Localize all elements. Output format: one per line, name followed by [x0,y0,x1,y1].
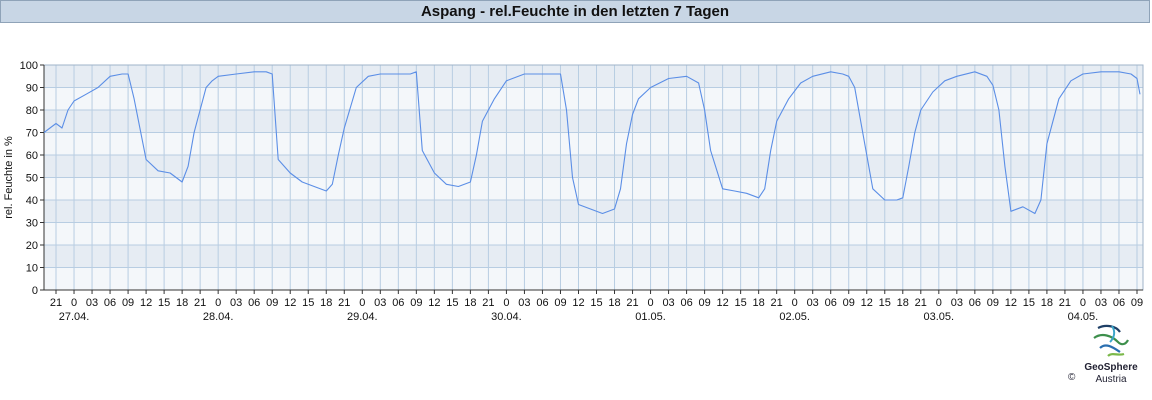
x-tick-label: 0 [647,297,653,309]
y-tick-label: 20 [26,240,38,252]
y-tick-label: 40 [26,195,38,207]
x-tick-label: 15 [735,297,747,309]
x-tick-label: 15 [446,297,458,309]
x-tick-label: 03 [1095,297,1107,309]
x-tick-label: 06 [825,297,837,309]
x-tick-label: 21 [50,297,62,309]
x-tick-label: 21 [1059,297,1071,309]
x-tick-label: 03 [807,297,819,309]
y-tick-label: 100 [20,60,38,72]
x-tick-label: 18 [320,297,332,309]
band-30 [44,200,1143,223]
y-tick-label: 80 [26,105,38,117]
x-tick-label: 18 [608,297,620,309]
band-40 [44,177,1143,200]
band-0 [44,267,1143,290]
x-tick-label: 03 [951,297,963,309]
x-tick-label: 09 [122,297,134,309]
x-tick-label: 06 [536,297,548,309]
y-axis-label: rel. Feuchte in % [3,136,15,219]
y-tick-label: 10 [26,263,38,275]
x-date-label: 28.04. [203,311,234,323]
x-date-label: 03.05. [924,311,955,323]
logo-name: GeoSphere [1084,362,1138,373]
x-tick-label: 21 [771,297,783,309]
x-tick-label: 21 [194,297,206,309]
geosphere-logo: GeoSphere Austria [1076,322,1146,388]
band-20 [44,222,1143,245]
x-tick-label: 18 [1041,297,1053,309]
x-tick-label: 03 [230,297,242,309]
x-date-label: 04.05. [1068,311,1099,323]
x-tick-label: 06 [969,297,981,309]
y-tick-label: 0 [32,285,38,297]
x-tick-label: 06 [680,297,692,309]
x-tick-label: 15 [590,297,602,309]
x-tick-label: 03 [518,297,530,309]
x-tick-label: 0 [359,297,365,309]
x-tick-label: 18 [897,297,909,309]
x-tick-label: 15 [879,297,891,309]
x-tick-label: 09 [554,297,566,309]
x-tick-label: 0 [1080,297,1086,309]
x-tick-label: 0 [792,297,798,309]
band-80 [44,87,1143,110]
y-tick-label: 50 [26,173,38,185]
x-tick-label: 09 [410,297,422,309]
band-50 [44,155,1143,178]
x-tick-label: 15 [158,297,170,309]
x-tick-label: 09 [698,297,710,309]
x-tick-label: 21 [338,297,350,309]
x-tick-label: 12 [284,297,296,309]
x-tick-label: 0 [936,297,942,309]
x-tick-label: 18 [176,297,188,309]
x-tick-label: 12 [716,297,728,309]
x-tick-label: 15 [1023,297,1035,309]
x-tick-label: 21 [915,297,927,309]
x-tick-label: 12 [572,297,584,309]
series-line-0 [43,71,1141,215]
x-tick-label: 0 [503,297,509,309]
copyright-symbol: © [1068,372,1076,383]
x-tick-label: 0 [215,297,221,309]
band-70 [44,110,1143,133]
x-tick-label: 12 [140,297,152,309]
x-tick-label: 06 [1113,297,1125,309]
x-date-label: 01.05. [635,311,666,323]
x-tick-label: 21 [626,297,638,309]
x-date-label: 27.04. [59,311,90,323]
x-tick-label: 09 [987,297,999,309]
band-60 [44,132,1143,155]
y-tick-label: 30 [26,218,38,230]
x-tick-label: 0 [71,297,77,309]
x-tick-label: 09 [843,297,855,309]
x-tick-label: 06 [392,297,404,309]
band-10 [44,245,1143,268]
x-tick-label: 03 [86,297,98,309]
x-tick-label: 12 [861,297,873,309]
x-tick-label: 12 [428,297,440,309]
x-tick-label: 03 [374,297,386,309]
chart-title: Aspang - rel.Feuchte in den letzten 7 Ta… [0,0,1150,23]
x-date-label: 02.05. [779,311,810,323]
x-date-label: 30.04. [491,311,522,323]
logo-sub: Austria [1095,374,1127,385]
x-tick-label: 06 [104,297,116,309]
x-date-label: 29.04. [347,311,378,323]
y-tick-label: 70 [26,128,38,140]
geosphere-logo-icon [1093,324,1129,357]
band-90 [44,65,1143,88]
x-tick-label: 09 [266,297,278,309]
x-tick-label: 12 [1005,297,1017,309]
x-tick-label: 21 [482,297,494,309]
x-tick-label: 06 [248,297,260,309]
x-tick-label: 03 [662,297,674,309]
x-tick-label: 18 [753,297,765,309]
x-tick-label: 18 [464,297,476,309]
y-tick-label: 90 [26,83,38,95]
x-tick-label: 15 [302,297,314,309]
y-tick-label: 60 [26,150,38,162]
x-tick-label: 09 [1131,297,1143,309]
